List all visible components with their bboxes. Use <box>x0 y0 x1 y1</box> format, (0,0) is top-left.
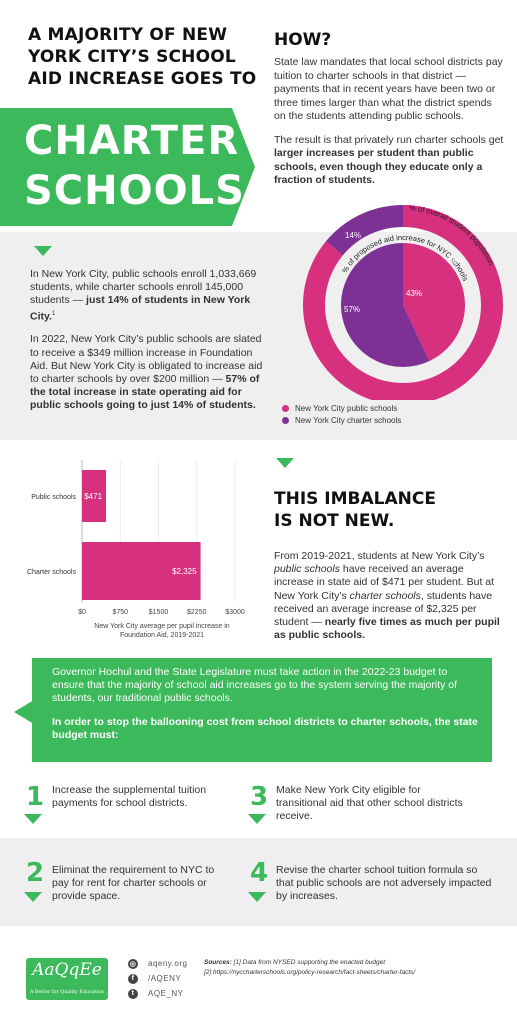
nyc-enrollment-text: In New York City, public schools enroll … <box>30 268 268 413</box>
step-number-2: 2 <box>26 858 45 888</box>
callout-paragraph-2: In order to stop the ballooning cost fro… <box>52 715 478 741</box>
down-arrow-icon <box>248 892 266 902</box>
twitter-text[interactable]: AQE_NY <box>148 989 184 998</box>
inner-public-value: 43% <box>406 289 422 298</box>
sources: Sources: [1] Data from NYSED supporting … <box>204 958 504 978</box>
source-line-1: Sources: [1] Data from NYSED supporting … <box>204 958 504 968</box>
bar-public-schools <box>82 470 107 522</box>
nyc-paragraph-1: In New York City, public schools enroll … <box>30 268 268 323</box>
donut-chart: % of overall student population % of pro… <box>303 203 503 400</box>
source-2[interactable]: [2] https://nyccharterschools.org/policy… <box>204 969 416 976</box>
imbalance-title-line-1: THIS IMBALANCE <box>274 489 436 509</box>
x-tick-label: $0 <box>78 609 86 616</box>
twitter-icon: t <box>128 988 138 999</box>
nyc-p2-text: In 2022, New York City’s public schools … <box>30 333 263 385</box>
aqe-logo-text: AaQqEe <box>32 960 102 980</box>
down-arrow-icon <box>276 458 294 468</box>
how-paragraph-1: State law mandates that local school dis… <box>274 56 503 122</box>
step-number-4: 4 <box>250 858 269 888</box>
callout-pointer <box>14 700 34 724</box>
how-title: HOW? <box>274 30 332 50</box>
x-tick-label: $750 <box>112 609 128 616</box>
how-p2-bold: larger increases per student than public… <box>274 147 483 186</box>
imbalance-italic-public: public schools <box>274 563 340 576</box>
down-arrow-icon <box>24 892 42 902</box>
facebook-text[interactable]: /AQENY <box>148 974 182 983</box>
step-text-3: Make New York City eligible for transiti… <box>276 784 463 823</box>
imbalance-body: From 2019-2021, students at New York Cit… <box>274 550 506 642</box>
callout-text: Governor Hochul and the State Legislatur… <box>52 666 480 742</box>
legend-swatch-public <box>282 405 289 412</box>
how-p2-text: The result is that privately run charter… <box>274 133 504 146</box>
inner-slice-public <box>403 243 465 362</box>
legend-swatch-charter <box>282 417 289 424</box>
donut-legend: New York City public schools New York Ci… <box>282 404 401 428</box>
imbalance-title-line-2: IS NOT NEW. <box>274 511 395 531</box>
website-text[interactable]: aqeny.org <box>148 959 188 968</box>
headline-banner <box>0 108 255 226</box>
x-tick-label: $1500 <box>149 609 169 616</box>
imbalance-text-2: have received an average increase in sta… <box>274 563 495 602</box>
footnote-marker: 1 <box>51 310 56 317</box>
legend-item-public: New York City public schools <box>282 404 401 413</box>
nyc-paragraph-2: In 2022, New York City’s public schools … <box>30 333 268 412</box>
source-1: [1] Data from NYSED supporting the enact… <box>231 959 386 966</box>
bar-value-label: $2,325 <box>172 567 197 576</box>
down-arrow-icon <box>34 246 52 256</box>
twitter-link[interactable]: t AQE_NY <box>128 986 188 1001</box>
step-number-3: 3 <box>250 782 269 812</box>
outer-slice-charter <box>325 205 403 256</box>
inner-charter-value: 57% <box>344 305 360 314</box>
legend-label-public: New York City public schools <box>295 404 398 413</box>
imbalance-title: THIS IMBALANCE IS NOT NEW. <box>274 488 436 532</box>
down-arrow-icon <box>24 814 42 824</box>
imbalance-text-1: From 2019-2021, students at New York Cit… <box>274 550 485 562</box>
bar-value-label: $471 <box>84 492 102 501</box>
legend-label-charter: New York City charter schools <box>295 416 402 425</box>
how-body: State law mandates that local school dis… <box>274 56 504 188</box>
outer-public-value: 86% <box>448 256 464 265</box>
banner-line-2: SCHOOLS. <box>24 168 262 214</box>
bar-chart-caption: New York City average per pupil increase… <box>94 623 230 639</box>
step-text-1: Increase the supplemental tuition paymen… <box>52 784 207 810</box>
headline: A MAJORITY OF NEW YORK CITY’S SCHOOL AID… <box>28 25 257 89</box>
steps-gray-band <box>0 838 517 926</box>
facebook-link[interactable]: f/AQENY <box>128 971 188 986</box>
aqe-logo-tagline: A Better for Quality Education <box>29 990 105 995</box>
inner-slice-charter <box>340 243 430 367</box>
social-links: ◎ aqeny.org f/AQENY t AQE_NY <box>128 956 188 1001</box>
nyc-p1-text: In New York City, public schools enroll … <box>30 268 257 307</box>
how-paragraph-2: The result is that privately run charter… <box>274 134 504 188</box>
facebook-icon: f <box>128 973 138 984</box>
nyc-p2-bold: 57% of the total increase in state opera… <box>30 372 260 412</box>
y-category-label: Charter schools <box>27 569 77 576</box>
aqe-logo <box>26 958 108 1000</box>
website-link[interactable]: ◎ aqeny.org <box>128 956 188 971</box>
legend-item-charter: New York City charter schools <box>282 416 401 425</box>
sources-label: Sources: <box>204 959 232 966</box>
outer-charter-value: 14% <box>345 231 361 240</box>
callout-box <box>32 658 492 762</box>
nyc-p1-bold: just 14% of students in New York City. <box>30 294 251 323</box>
down-arrow-icon <box>248 814 266 824</box>
banner-line-1: CHARTER <box>24 118 240 164</box>
imbalance-bold: nearly five times as much per pupil as p… <box>274 616 500 642</box>
globe-icon: ◎ <box>128 958 138 969</box>
y-category-label: Public schools <box>31 494 76 501</box>
step-text-4: Revise the charter school tuition formul… <box>276 864 492 903</box>
step-text-2: Eliminat the requirement to NYC to pay f… <box>52 864 215 903</box>
bar-charter-schools <box>82 542 201 600</box>
imbalance-italic-charter: charter schools <box>349 589 421 602</box>
banner-text: CHARTER SCHOOLS. <box>24 116 262 216</box>
step-number-1: 1 <box>26 782 45 812</box>
x-tick-label: $2250 <box>187 609 207 616</box>
callout-paragraph-1: Governor Hochul and the State Legislatur… <box>52 666 458 705</box>
imbalance-text-3: , students have received an average incr… <box>274 589 493 629</box>
x-tick-label: $3000 <box>225 609 245 616</box>
